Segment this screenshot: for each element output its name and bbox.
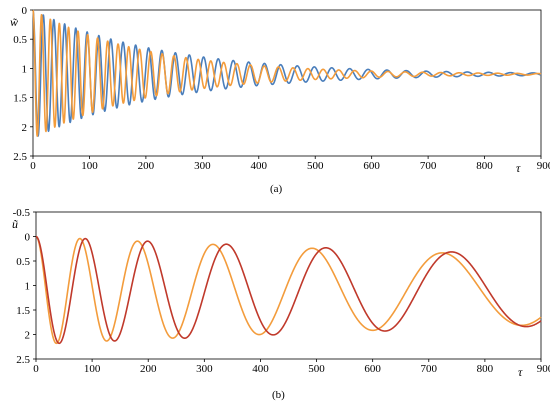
x-axis-label-a: τ xyxy=(516,161,521,175)
y-axis-label-b: ũ xyxy=(12,217,18,231)
x-tick-label: 500 xyxy=(307,160,324,172)
plot-area-a xyxy=(32,9,542,157)
x-tick-label: 400 xyxy=(251,160,268,172)
y-tick-label: 2 xyxy=(22,122,28,134)
y-tick-label: 0.5 xyxy=(13,34,27,46)
chart-panel-a: 0 100 200 300 400 500 600 700 800 900 0 0.5 1 1.5 2 2.… xyxy=(10,5,550,195)
x-tick-label: 700 xyxy=(420,160,437,172)
x-tick-label: 300 xyxy=(196,363,213,375)
y-tick-label: 2 xyxy=(25,330,31,342)
x-tick-label: 900 xyxy=(537,160,550,172)
series-group-b xyxy=(35,235,542,345)
panel-label-b: (b) xyxy=(272,389,285,401)
y-axis-label-a: w̃ xyxy=(10,15,18,29)
series-group-a xyxy=(32,9,542,137)
y-tick-label: 2.5 xyxy=(16,354,30,366)
y-tick-label: 1.5 xyxy=(16,305,30,317)
y-tick-label: 0 xyxy=(25,232,31,244)
y-tick-label: 1 xyxy=(22,63,28,75)
series-line-b-2 xyxy=(35,235,542,345)
y-tick-label: 1.5 xyxy=(13,93,27,105)
y-tick-label: 0.5 xyxy=(16,256,30,268)
x-tick-label: 700 xyxy=(421,363,438,375)
x-ticks-b: 0 100 200 300 400 500 600 700 800 900 xyxy=(33,359,550,375)
y-tick-label: 2.5 xyxy=(13,151,27,163)
y-tick-label: -0.5 xyxy=(13,207,31,219)
x-tick-label: 800 xyxy=(476,160,493,172)
x-tick-label: 0 xyxy=(33,363,39,375)
x-tick-label: 200 xyxy=(138,160,155,172)
x-tick-label: 0 xyxy=(30,160,36,172)
x-tick-label: 600 xyxy=(363,160,380,172)
chart-panel-b: 0 100 200 300 400 500 600 700 800 900 -0.5 0 0.5 1 1.… xyxy=(12,207,550,401)
x-axis-label-b: τ xyxy=(518,365,523,379)
x-tick-label: 900 xyxy=(537,363,550,375)
series-line-a-2 xyxy=(32,9,542,137)
x-tick-label: 100 xyxy=(84,363,101,375)
x-tick-label: 600 xyxy=(364,363,381,375)
panel-label-a: (a) xyxy=(270,183,283,195)
y-ticks-a: 0 0.5 1 1.5 2 2.5 xyxy=(13,5,33,163)
x-ticks-a: 0 100 200 300 400 500 600 700 800 900 xyxy=(30,156,550,172)
x-tick-label: 300 xyxy=(194,160,211,172)
x-tick-label: 400 xyxy=(252,363,269,375)
x-tick-label: 200 xyxy=(140,363,157,375)
x-tick-label: 800 xyxy=(477,363,494,375)
plot-area-b xyxy=(35,211,542,360)
y-tick-label: 0 xyxy=(22,5,28,17)
x-tick-label: 100 xyxy=(81,160,98,172)
y-ticks-b: -0.5 0 0.5 1 1.5 2 2.5 xyxy=(13,207,36,366)
x-tick-label: 500 xyxy=(308,363,325,375)
series-line-b-1 xyxy=(35,235,542,345)
y-tick-label: 1 xyxy=(25,281,31,293)
